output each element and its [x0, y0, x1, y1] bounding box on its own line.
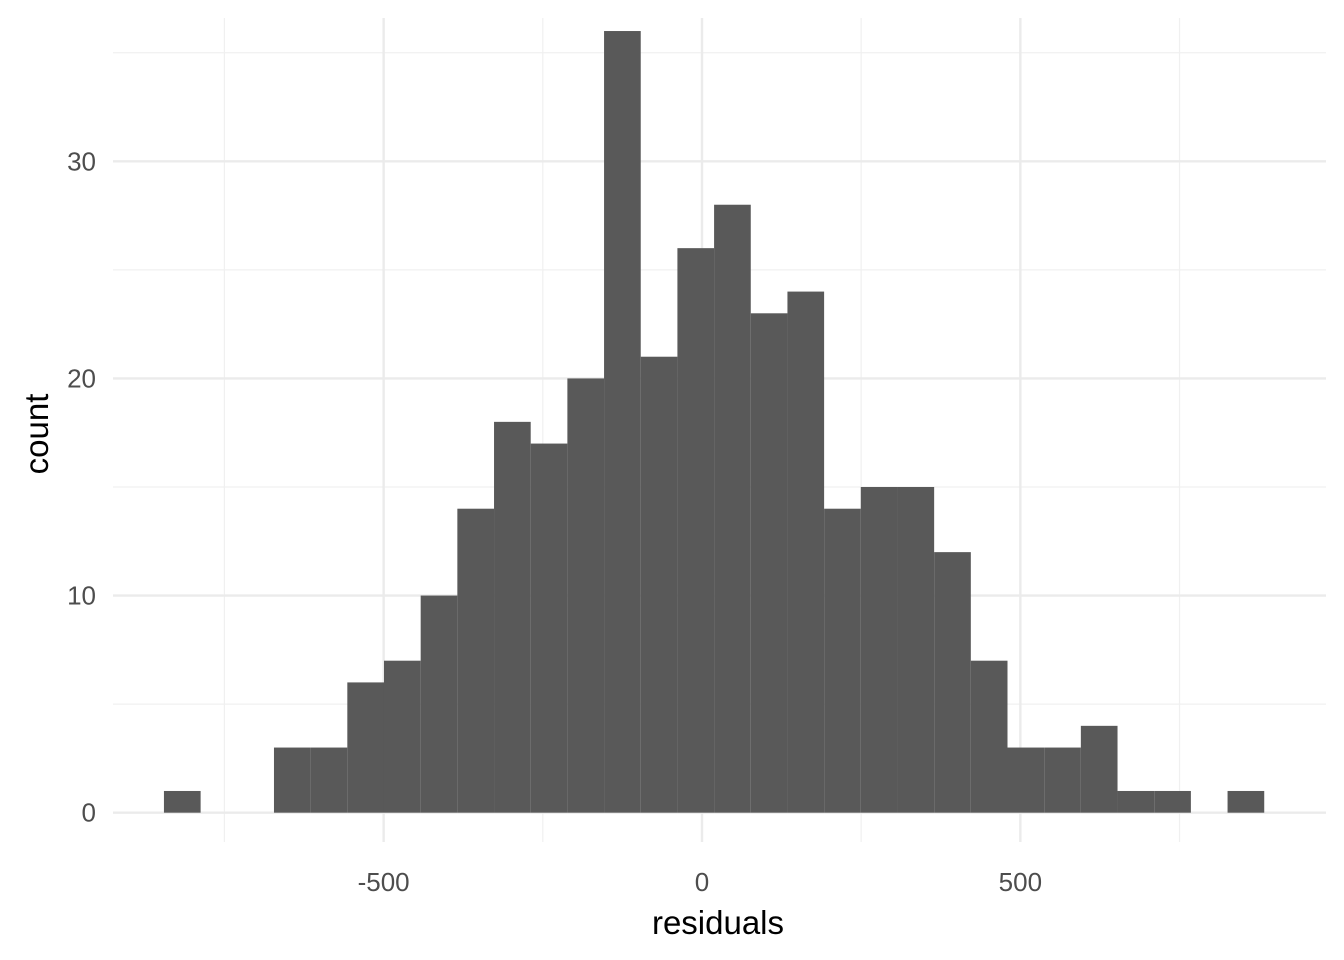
histogram-bar	[860, 486, 898, 813]
histogram-bar	[420, 595, 458, 813]
y-axis-tick-labels: 0 10 20 30	[67, 146, 96, 827]
histogram-bar	[787, 291, 825, 813]
y-tick-label: 30	[67, 146, 96, 176]
histogram-bar	[494, 421, 531, 813]
y-tick-label: 20	[67, 363, 96, 393]
histogram-bar	[970, 660, 1008, 813]
x-tick-label: 0	[695, 867, 709, 897]
histogram-bar	[604, 31, 641, 813]
histogram-bar	[530, 443, 568, 813]
histogram-bar	[640, 356, 678, 813]
histogram-bar	[714, 204, 751, 813]
histogram-bar	[567, 378, 605, 813]
histogram-bar	[383, 660, 421, 813]
histogram-bar	[347, 682, 384, 813]
y-tick-label: 10	[67, 581, 96, 611]
histogram-bar	[457, 508, 495, 813]
x-tick-label: -500	[358, 867, 410, 897]
histogram-bars	[163, 31, 1265, 813]
histogram-bar	[824, 508, 861, 813]
histogram-bar	[163, 790, 201, 813]
histogram-bar	[310, 747, 348, 813]
histogram-bar	[1044, 747, 1081, 813]
histogram-bar	[1080, 725, 1118, 813]
x-axis-title: residuals	[652, 904, 784, 941]
histogram-bar	[1154, 790, 1191, 813]
y-axis-title: count	[18, 394, 55, 475]
histogram-bar	[1227, 790, 1265, 813]
histogram-bar	[897, 486, 935, 813]
x-axis-tick-labels: -500 0 500	[358, 867, 1042, 897]
histogram-bar	[677, 248, 715, 813]
x-tick-label: 500	[999, 867, 1042, 897]
histogram-bar	[750, 313, 788, 813]
histogram-bar	[1117, 790, 1155, 813]
histogram-bar	[273, 747, 311, 813]
histogram-bar	[1007, 747, 1045, 813]
y-tick-label: 0	[82, 798, 96, 828]
histogram-bar	[934, 552, 971, 813]
